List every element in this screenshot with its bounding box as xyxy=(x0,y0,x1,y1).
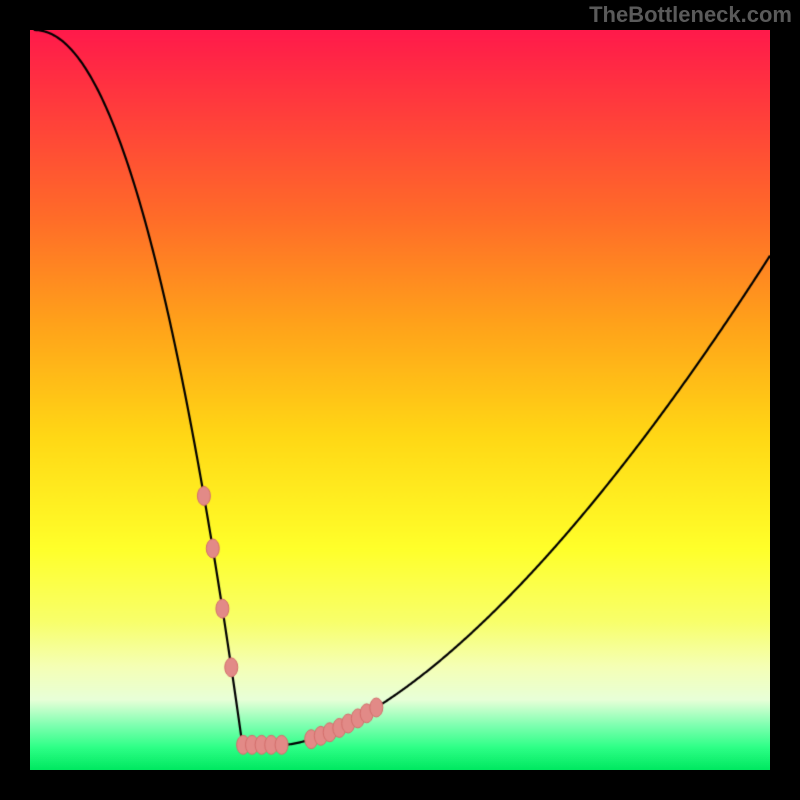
watermark-text: TheBottleneck.com xyxy=(589,2,792,28)
bottleneck-chart xyxy=(30,30,770,770)
